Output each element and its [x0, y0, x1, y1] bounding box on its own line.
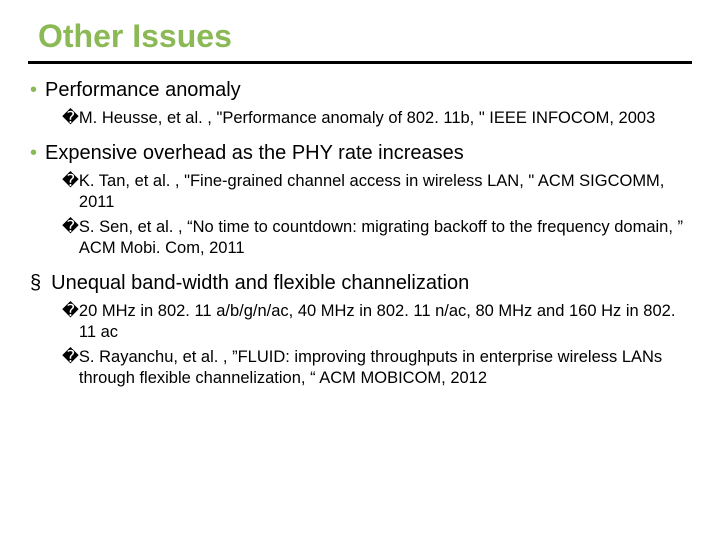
- sub-marker-icon: �: [62, 108, 79, 129]
- bullet-marker-dot: •: [30, 141, 37, 165]
- bullet-text: Expensive overhead as the PHY rate incre…: [45, 141, 464, 165]
- sub-item: � S. Sen, et al. , “No time to countdown…: [62, 217, 692, 259]
- sub-item: � K. Tan, et al. , "Fine-grained channel…: [62, 171, 692, 213]
- sub-item: � S. Rayanchu, et al. , ”FLUID: improvin…: [62, 347, 692, 389]
- sub-text: S. Sen, et al. , “No time to countdown: …: [79, 217, 692, 259]
- bullet-text: Performance anomaly: [45, 78, 241, 102]
- bullet-item: • Expensive overhead as the PHY rate inc…: [30, 141, 692, 165]
- sub-marker-icon: �: [62, 347, 79, 368]
- sub-marker-icon: �: [62, 301, 79, 322]
- bullet-marker-dot: •: [30, 78, 37, 102]
- sub-text: 20 MHz in 802. 11 a/b/g/n/ac, 40 MHz in …: [79, 301, 692, 343]
- title-rule: [28, 61, 692, 64]
- sub-text: M. Heusse, et al. , "Performance anomaly…: [79, 108, 655, 129]
- slide-title: Other Issues: [38, 18, 692, 55]
- sub-marker-icon: �: [62, 217, 79, 238]
- bullet-item: • Performance anomaly: [30, 78, 692, 102]
- bullet-text: Unequal band-width and flexible channeli…: [51, 271, 469, 295]
- sub-text: S. Rayanchu, et al. , ”FLUID: improving …: [79, 347, 692, 389]
- bullet-marker-square: §: [30, 271, 41, 295]
- sub-marker-icon: �: [62, 171, 79, 192]
- sub-item: � 20 MHz in 802. 11 a/b/g/n/ac, 40 MHz i…: [62, 301, 692, 343]
- bullet-item: § Unequal band-width and flexible channe…: [30, 271, 692, 295]
- sub-item: � M. Heusse, et al. , "Performance anoma…: [62, 108, 692, 129]
- sub-text: K. Tan, et al. , "Fine-grained channel a…: [79, 171, 692, 213]
